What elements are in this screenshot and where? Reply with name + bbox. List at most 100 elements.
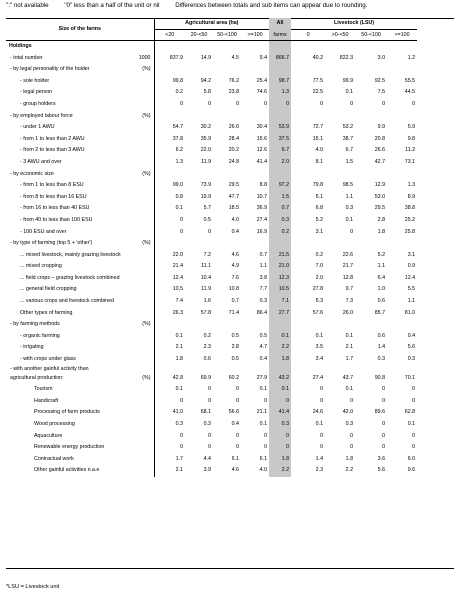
table-row: - irrigating 2.1 2.3 2.8 4.7 2.2 3.5 2.1 1.4 5.6 <box>6 342 454 355</box>
agri-value: 0.2 <box>203 332 212 339</box>
livestock-value: 5.2 <box>377 251 386 258</box>
unit-cell <box>134 215 154 227</box>
row-label: Aquaculture <box>34 432 63 439</box>
empty-cell <box>325 238 355 250</box>
unit-cell: (%) <box>142 240 151 247</box>
livestock-value: 20.8 <box>374 135 386 142</box>
livestock-value: 3.0 <box>377 54 386 61</box>
row-label: Tourism <box>34 386 53 393</box>
livestock-value: 0.1 <box>345 386 354 393</box>
unit-cell <box>134 296 154 308</box>
agri-value: 30.4 <box>256 124 268 131</box>
agri-value: 0.1 <box>153 203 186 215</box>
livestock-value: 40.2 <box>312 54 324 61</box>
agri-value: 0.1 <box>259 386 268 393</box>
agri-value: 0.5 <box>231 332 240 339</box>
agri-value: 21.4 <box>153 261 186 273</box>
empty-cell <box>355 366 387 373</box>
livestock-value: 55.5 <box>404 77 416 84</box>
unit-cell <box>134 157 154 169</box>
all-farms-value: 0.7 <box>269 203 292 215</box>
livestock-value: 62.8 <box>404 409 416 416</box>
agri-value: 0 <box>264 444 268 451</box>
livestock-value: 0 <box>382 397 386 404</box>
empty-cell <box>355 238 387 250</box>
agri-value: 27.4 <box>256 216 268 223</box>
all-farms-value: 0 <box>269 430 292 443</box>
livestock-value: 81.0 <box>404 309 416 316</box>
agri-value: 86.4 <box>256 309 268 316</box>
livestock-value: 5.6 <box>377 467 386 474</box>
header-agri-col: >=100 <box>241 29 270 41</box>
agri-value: 74.6 <box>256 89 268 96</box>
empty-cell <box>153 168 186 181</box>
livestock-value: 0 <box>412 444 416 451</box>
livestock-value: 1.1 <box>345 193 354 200</box>
group-label: - by type of farming (top 5 + 'other') <box>10 240 93 247</box>
livestock-value: 77.5 <box>312 77 324 84</box>
agri-value: 94.2 <box>200 77 212 84</box>
table-row: Other gainful activities n.a.e 2.1 3.9 4.6 4… <box>6 465 454 477</box>
all-farms-value: 1.5 <box>269 191 292 204</box>
empty-cell <box>291 111 325 123</box>
agri-value: 36.9 <box>256 205 268 212</box>
table-row: - by employed labour force (%) <box>6 110 454 123</box>
header-all-1: All <box>269 18 292 30</box>
livestock-value: 1.4 <box>315 455 324 462</box>
livestock-value: 5.5 <box>407 286 416 293</box>
livestock-value: 0 <box>320 386 324 393</box>
table-row: - from 1 to less than 8 ESU 99.0 73.9 29.5 8… <box>6 180 454 192</box>
unit-cell <box>134 250 154 262</box>
agri-value: 0 <box>153 430 186 443</box>
agri-value: 0.3 <box>153 419 186 431</box>
note-rounding: Differences between totals and sub items… <box>175 2 368 9</box>
header-livestock-col: 50-<100 <box>355 29 388 41</box>
agri-value: 1.1 <box>259 263 268 270</box>
livestock-value: 57.6 <box>312 309 324 316</box>
agri-value: 0.7 <box>259 251 268 258</box>
livestock-value: 9.7 <box>345 286 354 293</box>
unit-cell <box>134 76 154 88</box>
agri-value: 0 <box>264 432 268 439</box>
table-row: ... mixed cropping 21.4 11.1 4.9 1.1 21.0 7.0 2… <box>6 261 454 273</box>
livestock-value: 92.5 <box>374 77 386 84</box>
agri-value: 0 <box>236 386 240 393</box>
livestock-value: 3.5 <box>315 344 324 351</box>
row-label: Other gainful activities n.a.e <box>34 467 100 474</box>
agri-value: 0.3 <box>203 421 212 427</box>
livestock-value: 0 <box>382 421 386 427</box>
agri-value: 47.7 <box>228 193 240 200</box>
empty-cell <box>325 169 355 181</box>
agri-value: 0 <box>153 214 186 227</box>
empty-cell <box>241 41 269 53</box>
empty-cell <box>213 238 241 250</box>
table-row: ... mixed livestock, mainly grazing live… <box>6 249 454 262</box>
row-label: - total number <box>10 54 43 61</box>
livestock-value: 44.5 <box>404 89 416 96</box>
empty-cell <box>325 319 355 331</box>
unit-cell <box>134 407 154 419</box>
note-zero: "0" less than a half of the unit or nil <box>64 2 160 9</box>
header-livestock-col: >0-<50 <box>325 29 356 41</box>
row-label: ... mixed cropping <box>20 263 62 270</box>
unit-cell <box>134 41 154 53</box>
agri-value: 37.8 <box>153 133 186 146</box>
row-label: ... field crops – grazing livestock comb… <box>20 274 120 281</box>
row-label: Wood processing <box>34 421 75 427</box>
table-row: - from 40 to less than 100 ESU 0 0.5 4.0 27.… <box>6 214 454 227</box>
agri-value: 99.0 <box>153 180 186 192</box>
agri-value: 0 <box>153 98 186 111</box>
table-row: - 100 ESU and over 0 0 0.4 16.9 0.2 3.1 0 1.8 25.… <box>6 226 454 239</box>
row-label: Contractual work <box>34 455 74 462</box>
empty-cell <box>387 366 417 373</box>
agri-value: 71.4 <box>228 309 240 316</box>
unit-cell <box>134 203 154 215</box>
all-farms-value: 98.7 <box>269 75 292 88</box>
unit-cell <box>134 145 154 157</box>
agri-value: 7.6 <box>231 274 240 281</box>
unit-cell: (%) <box>142 170 151 177</box>
empty-cell <box>213 366 241 373</box>
empty-cell <box>213 64 241 76</box>
agri-value: 2.1 <box>153 465 186 477</box>
all-farms-value: 27.7 <box>269 307 292 320</box>
